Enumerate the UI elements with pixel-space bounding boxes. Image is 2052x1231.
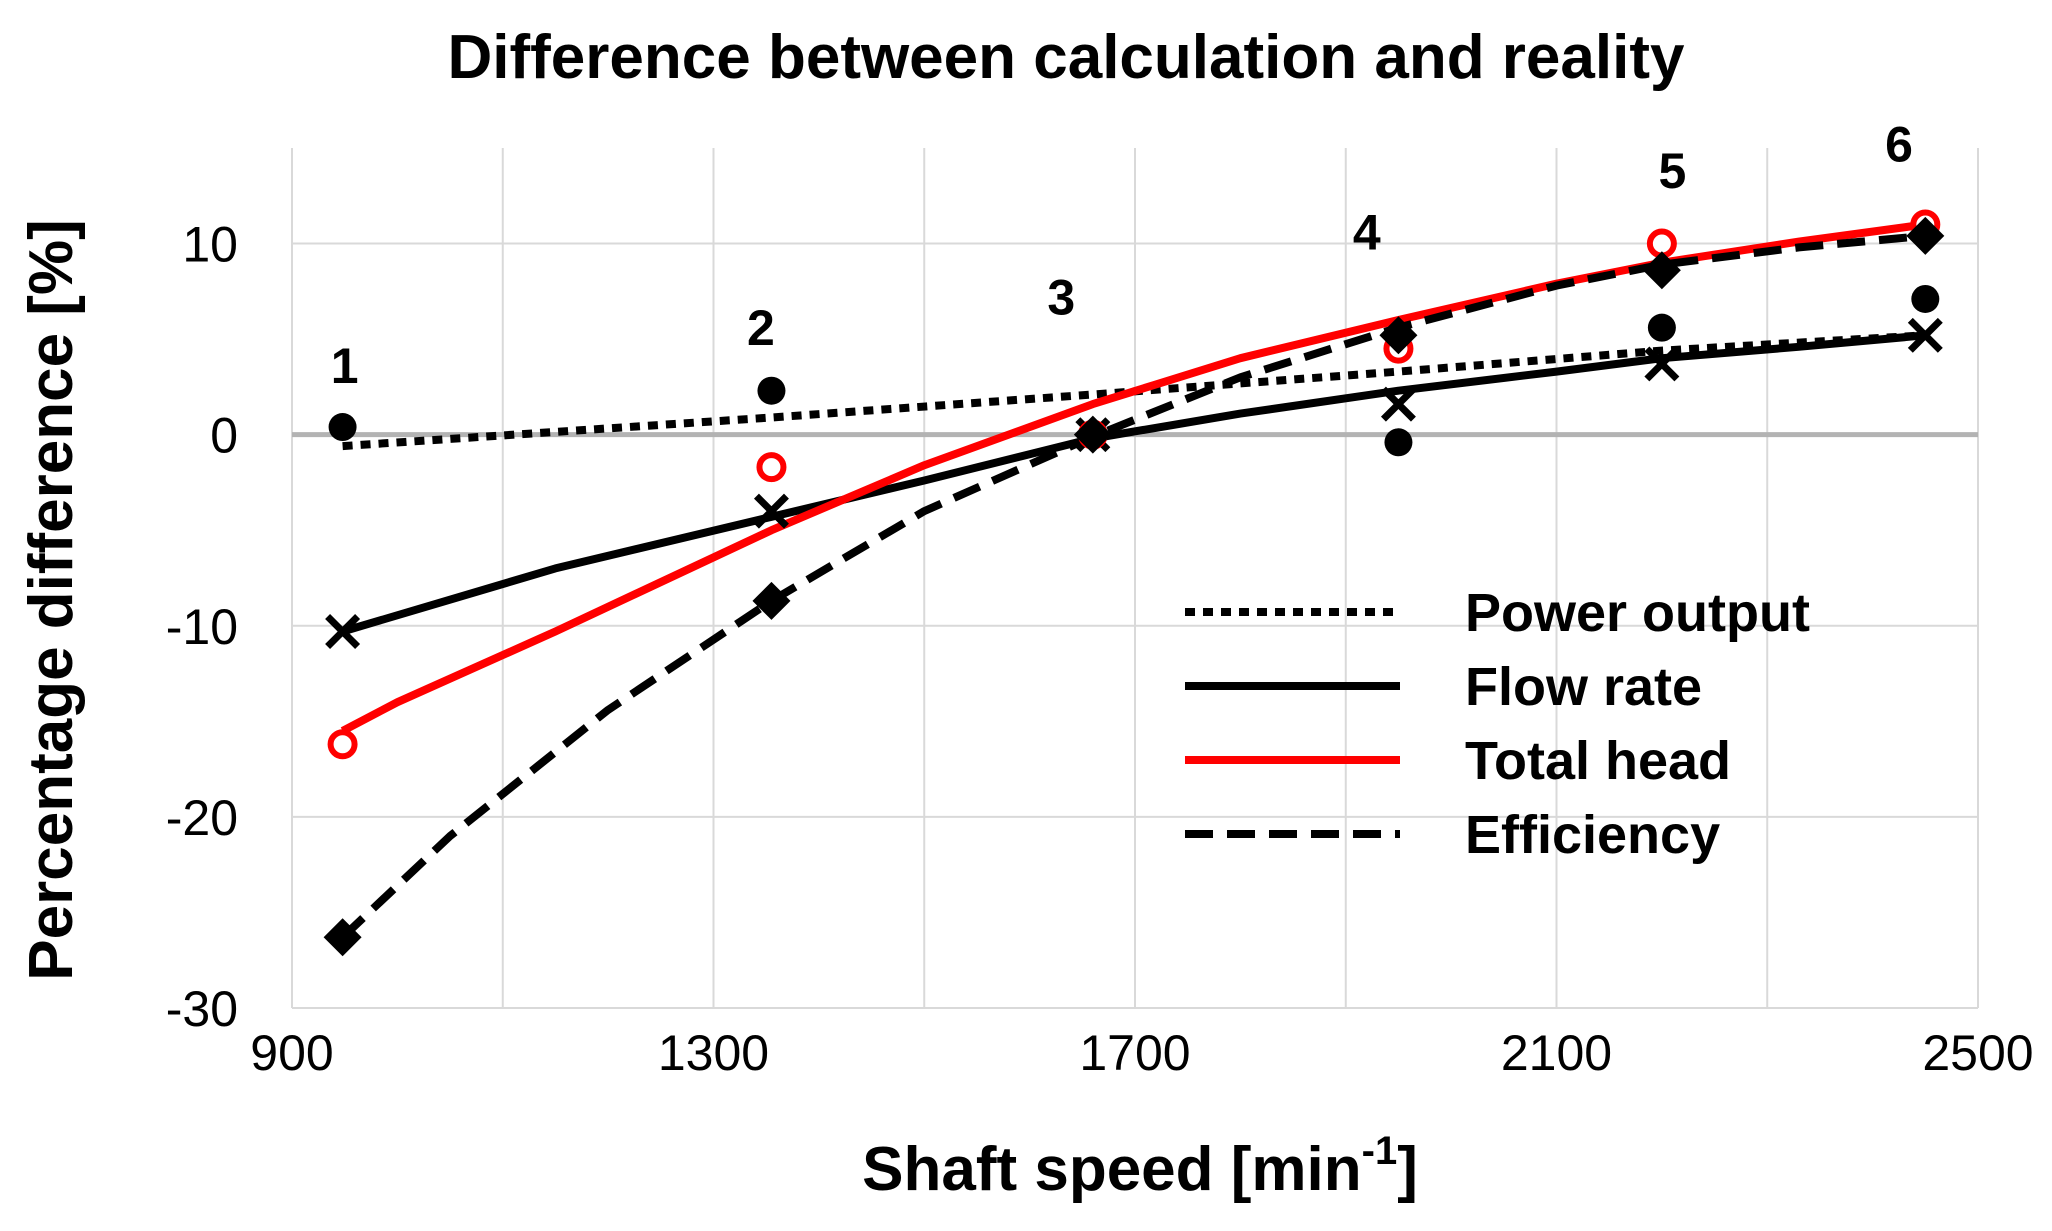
y-tick-label-3: 0 [210,408,238,464]
marker-total-head-1 [756,452,787,483]
x-tick-label-4: 2500 [1922,1025,2033,1081]
marker-flow-rate-0 [325,614,361,649]
x-axis-label-superscript: -1 [1362,1129,1398,1173]
marker-power-output-5 [1911,284,1940,313]
legend: Power output Flow rate Total head Efficienc… [1185,583,1810,865]
x-axis-label: Shaft speed [min-1] [862,1129,1418,1204]
legend-label-power-output: Power output [1465,583,1810,643]
legend-label-efficiency: Efficiency [1465,805,1720,865]
marker-power-output-4 [1647,313,1676,342]
marker-flow-rate-4 [1644,346,1680,382]
grid [291,148,1979,1009]
x-tick-label-3: 2100 [1501,1025,1612,1081]
marker-flow-rate-5 [1907,317,1943,353]
marker-efficiency-1 [752,581,791,620]
marker-power-output-1 [757,376,786,405]
trendlines [339,220,1926,941]
trendline-power-output [342,331,1926,451]
x-tick-label-0: 900 [250,1025,333,1081]
marker-flow-rate-1 [753,493,789,529]
legend-label-total-head: Total head [1465,731,1731,791]
marker-efficiency-0 [323,918,362,957]
marker-efficiency-4 [1642,251,1681,290]
chart-title: Difference between calculation and reali… [448,23,1685,92]
trendline-efficiency [339,231,1926,941]
y-tick-labels: -30 -20 -10 0 10 [166,217,238,1037]
x-tick-label-1: 1300 [658,1025,769,1081]
y-axis-label: Percentage difference [%] [17,219,86,980]
x-tick-label-2: 1700 [1079,1025,1190,1081]
markers [323,209,1945,957]
x-tick-labels: 900 1300 1700 2100 2500 [250,1025,2033,1081]
marker-flow-rate-3 [1380,386,1416,422]
point-label-3: 3 [1047,269,1075,325]
y-tick-label-1: -20 [166,790,238,846]
legend-label-flow-rate: Flow rate [1465,657,1702,717]
point-label-5: 5 [1659,143,1687,199]
marker-efficiency-2 [1073,415,1112,454]
trendline-flow-rate [341,331,1926,636]
point-label-4: 4 [1353,204,1381,260]
marker-power-output-0 [328,413,357,442]
y-tick-label-0: -30 [166,981,238,1037]
marker-total-head-0 [327,729,358,760]
y-tick-label-4: 10 [182,217,238,273]
point-labels: 1 2 3 4 5 6 [331,116,1913,394]
marker-power-output-3 [1384,428,1413,457]
point-label-1: 1 [331,338,359,394]
point-label-6: 6 [1885,116,1913,172]
point-label-2: 2 [747,300,775,356]
x-axis-label-end: ] [1397,1135,1418,1204]
trendline-total-head [340,220,1926,735]
marker-efficiency-3 [1379,316,1418,355]
marker-efficiency-5 [1906,216,1945,255]
y-tick-label-2: -10 [166,599,238,655]
x-axis-label-main: Shaft speed [min [862,1135,1362,1204]
